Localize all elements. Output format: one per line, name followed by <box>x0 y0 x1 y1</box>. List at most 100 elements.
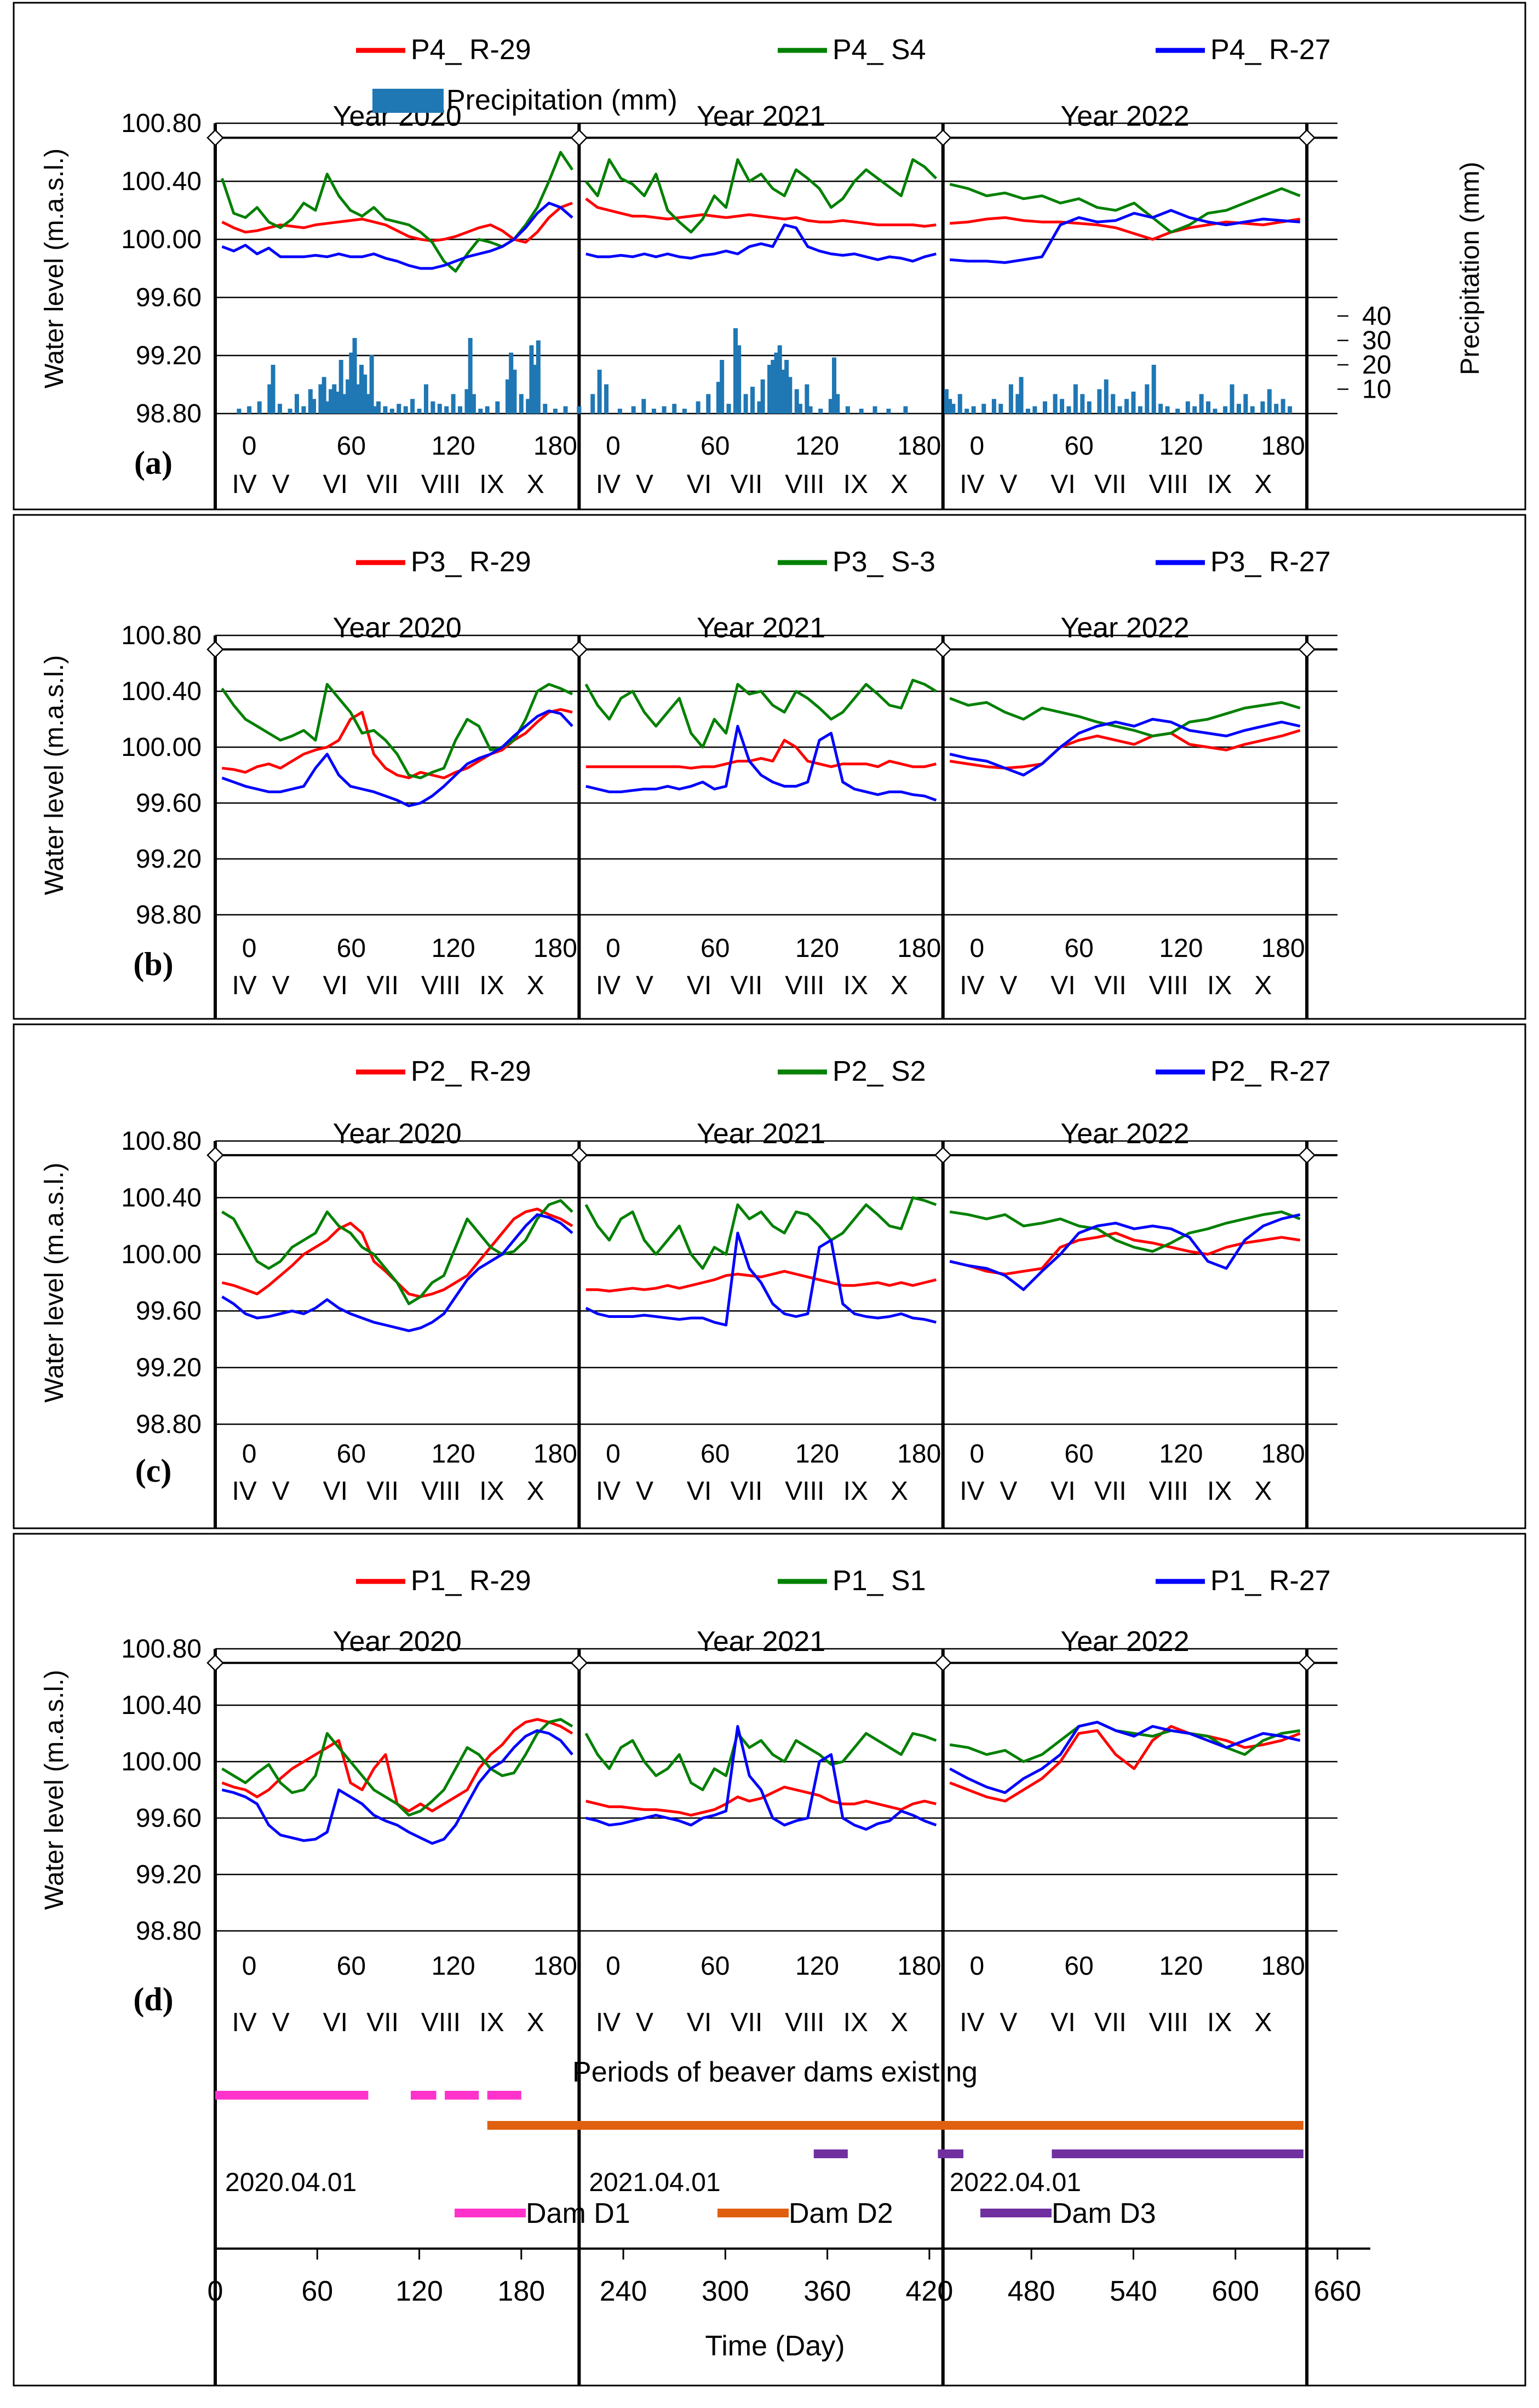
y-tick-label: 100.40 <box>121 1183 202 1212</box>
day-tick-label: 60 <box>337 1440 366 1469</box>
year-title-1: Year 2021 <box>697 1626 825 1658</box>
dam-legend-label-2: Dam D3 <box>1052 2198 1156 2229</box>
dam-and-time-axis: Periods of beaver dams existing 2020.04.0… <box>208 2056 1370 2362</box>
month-tick-label: V <box>1000 1477 1017 1506</box>
precip-bar <box>1213 409 1218 414</box>
precip-bar <box>1131 391 1136 414</box>
legend-label-1: P4_ S4 <box>832 34 926 66</box>
legend-label-0: P3_ R-29 <box>411 546 531 578</box>
month-tick-label: IX <box>1207 470 1232 499</box>
month-tick-label: VI <box>687 470 711 499</box>
precip-bar <box>835 394 840 414</box>
series-line-0-year-1 <box>585 197 937 228</box>
month-tick-label: VIII <box>421 470 461 499</box>
year-title-1: Year 2021 <box>697 612 825 644</box>
legend-label-2: P2_ R-27 <box>1210 1056 1331 1087</box>
precip-bar <box>403 406 408 414</box>
boundary-diamond-3 <box>1298 640 1316 658</box>
month-tick-label: IX <box>479 971 504 1000</box>
boundary-diamond-1 <box>570 129 588 147</box>
day-tick-label: 180 <box>1261 432 1305 461</box>
day-tick-label: 180 <box>897 1952 941 1981</box>
precip-bar <box>369 355 374 414</box>
day-tick-label: 60 <box>337 934 366 963</box>
day-tick-label: 0 <box>969 1952 984 1981</box>
day-tick-label: 120 <box>1159 934 1203 963</box>
month-tick-label: IX <box>843 971 868 1000</box>
precip-tick-label: 20 <box>1362 351 1391 380</box>
day-tick-label: 120 <box>1159 432 1203 461</box>
time-tick-label: 60 <box>301 2275 333 2307</box>
month-tick-label: IV <box>960 1477 984 1506</box>
month-tick-label: IV <box>596 971 621 1000</box>
day-tick-label: 60 <box>700 1952 730 1981</box>
time-tick-label: 240 <box>600 2275 647 2307</box>
precip-bar <box>818 409 823 414</box>
precip-bar <box>1280 399 1285 414</box>
month-tick-label: X <box>527 971 544 1000</box>
panel-c: 100.80 100.40 100.00 99.60 99.20 98.80 Water l… <box>13 1023 1526 1529</box>
month-tick-label: VIII <box>1149 2008 1188 2037</box>
year-title-2: Year 2022 <box>1060 612 1189 644</box>
panel-frame <box>13 514 1526 1020</box>
month-tick-label: IV <box>232 470 256 499</box>
boundary-diamond-2 <box>934 1654 952 1672</box>
precip-bar <box>1060 399 1065 414</box>
y-tick-label: 99.60 <box>136 283 202 312</box>
precip-bar <box>716 382 721 414</box>
month-tick-label: V <box>1000 2008 1017 2037</box>
day-tick-label: 0 <box>606 1952 621 1981</box>
month-tick-label: V <box>272 470 290 499</box>
series-line-1-year-0 <box>221 1718 573 1817</box>
series-line-2-year-0 <box>221 1729 573 1845</box>
month-tick-label: IX <box>843 2008 868 2037</box>
month-tick-label: VII <box>1094 2008 1127 2037</box>
precip-bar <box>750 387 755 414</box>
panel-label: (b) <box>133 946 173 982</box>
y-axis-label: Water level (m.a.s.l.) <box>40 1670 69 1910</box>
precip-bar <box>662 406 667 414</box>
time-axis-label: Time (Day) <box>705 2330 845 2362</box>
month-tick-label: VII <box>1094 971 1127 1000</box>
precip-bar <box>777 345 782 414</box>
precip-bar <box>267 384 272 414</box>
y-tick-label: 99.60 <box>136 789 202 818</box>
precip-bar <box>312 399 317 414</box>
day-tick-label: 60 <box>1064 934 1093 963</box>
precip-tick-label: 10 <box>1362 375 1391 404</box>
month-tick-label: IX <box>843 1477 868 1506</box>
boundary-diamond-1 <box>570 640 588 658</box>
month-tick-label: VIII <box>1149 971 1188 1000</box>
precip-bar <box>237 409 242 414</box>
precip-bar <box>1288 406 1293 414</box>
year-title-2: Year 2022 <box>1060 101 1189 133</box>
year-title-1: Year 2021 <box>697 101 825 133</box>
time-tick-label: 600 <box>1211 2275 1259 2307</box>
day-tick-label: 180 <box>533 432 577 461</box>
precip-bar <box>971 406 976 414</box>
precip-bar <box>247 406 252 414</box>
precip-bar <box>737 345 742 414</box>
year-title-2: Year 2022 <box>1060 1626 1189 1658</box>
precip-bar <box>349 352 354 414</box>
precip-bar <box>346 379 351 414</box>
dam-legend-label-1: Dam D2 <box>789 2198 893 2229</box>
series-line-0-year-2 <box>949 1725 1301 1803</box>
month-tick-label: VII <box>366 2008 399 2037</box>
precip-tick-label: 30 <box>1362 326 1391 355</box>
y-tick-label: 98.80 <box>136 1410 202 1439</box>
y-tick-label: 100.40 <box>121 167 202 196</box>
day-tick-label: 120 <box>1159 1952 1203 1981</box>
boundary-diamond-3 <box>1298 1654 1316 1672</box>
precip-bar <box>342 394 347 414</box>
precip-bar <box>733 328 738 414</box>
day-tick-label: 0 <box>969 934 984 963</box>
precip-bar <box>604 384 609 414</box>
y-tick-label: 98.80 <box>136 1917 202 1946</box>
series-line-1-year-2 <box>949 1210 1301 1253</box>
time-tick-label: 540 <box>1110 2275 1157 2307</box>
precip-bar <box>964 409 969 414</box>
precip-bar <box>757 401 762 414</box>
